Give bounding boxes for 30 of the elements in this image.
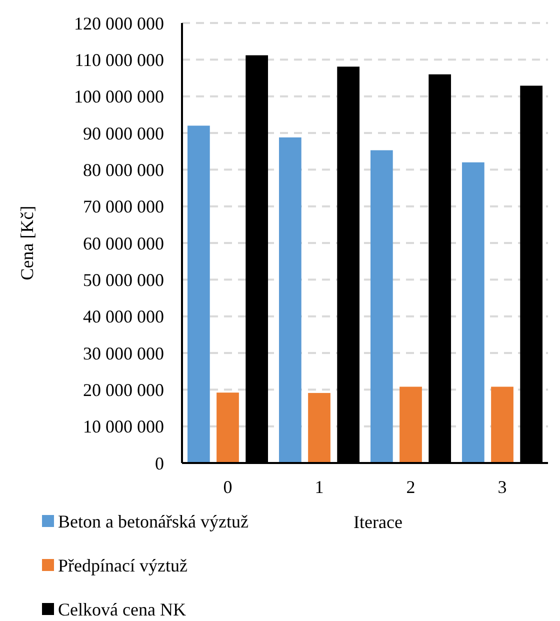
y-tick-label: 90 000 000 bbox=[83, 123, 164, 144]
bar bbox=[400, 386, 422, 463]
y-tick-label: 50 000 000 bbox=[83, 270, 164, 290]
bar bbox=[462, 162, 484, 463]
x-tick-label: 3 bbox=[498, 477, 507, 497]
x-tick-label: 1 bbox=[314, 477, 324, 497]
y-tick-label: 40 000 000 bbox=[83, 306, 164, 327]
legend-label: Beton a betonářská výztuž bbox=[58, 511, 248, 532]
y-axis-title: Cena [Kč] bbox=[17, 206, 37, 280]
y-tick-label: 60 000 000 bbox=[83, 233, 164, 254]
y-tick-label: 100 000 000 bbox=[74, 86, 164, 107]
bar bbox=[308, 392, 330, 463]
bar bbox=[278, 137, 302, 463]
y-tick-label: 120 000 000 bbox=[74, 13, 164, 34]
y-tick-label: 80 000 000 bbox=[83, 160, 164, 180]
x-axis-title: Iterace bbox=[354, 512, 402, 532]
bar bbox=[187, 126, 210, 463]
y-tick-label: 20 000 000 bbox=[83, 380, 164, 400]
bar bbox=[491, 386, 514, 463]
bar bbox=[370, 150, 393, 463]
x-tick-label: 2 bbox=[406, 477, 416, 497]
y-tick-label: 30 000 000 bbox=[83, 343, 164, 364]
x-tick-label: 0 bbox=[223, 477, 232, 497]
y-tick-label: 70 000 000 bbox=[83, 196, 164, 217]
bar bbox=[216, 392, 239, 463]
legend-label: Předpínací výztuž bbox=[58, 555, 188, 576]
legend-label: Celková cena NK bbox=[58, 599, 186, 620]
y-tick-label: 0 bbox=[155, 453, 164, 474]
y-tick-label: 110 000 000 bbox=[74, 50, 164, 70]
y-tick-label: 10 000 000 bbox=[83, 416, 164, 437]
